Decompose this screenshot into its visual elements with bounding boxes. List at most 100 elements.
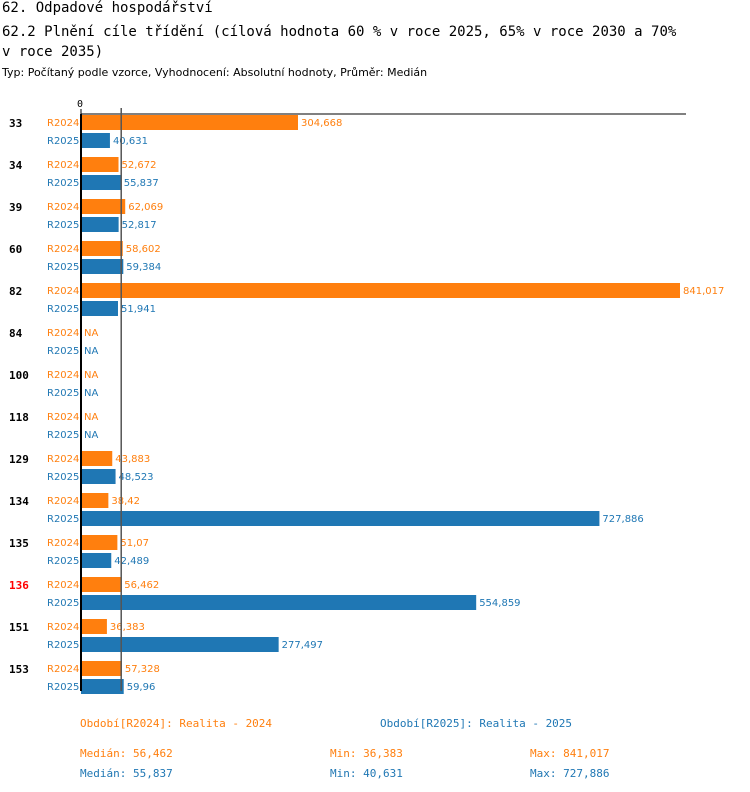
legend-r2025: Období[R2025]: Realita - 2025: [380, 717, 573, 730]
bar-r2025-39: [81, 217, 119, 232]
data-label-r2024-82: 841,017: [683, 286, 724, 297]
stat-r2024-median: Medián: 56,462: [80, 747, 173, 760]
data-label-r2024-60: 58,602: [126, 244, 161, 255]
data-label-r2024-118: NA: [84, 412, 98, 423]
data-label-r2025-134: 727,886: [602, 514, 643, 525]
data-label-r2025-118: NA: [84, 430, 98, 441]
series-label-r2024-60: R2024: [47, 244, 79, 255]
series-label-r2024-136: R2024: [47, 580, 79, 591]
data-label-r2024-151: 36,383: [110, 622, 145, 633]
series-label-r2024-84: R2024: [47, 328, 79, 339]
chart-subtitle-line2: v roce 2035): [2, 44, 104, 60]
series-label-r2025-82: R2025: [47, 304, 79, 315]
bar-r2025-135: [81, 553, 112, 568]
category-label-151: 151: [9, 621, 29, 634]
series-label-r2024-33: R2024: [47, 118, 79, 129]
data-label-r2025-39: 52,817: [122, 220, 157, 231]
data-label-r2024-39: 62,069: [128, 202, 163, 213]
series-label-r2024-129: R2024: [47, 454, 79, 465]
stat-r2025-median: Medián: 55,837: [80, 767, 173, 780]
data-label-r2025-60: 59,384: [126, 262, 161, 273]
category-label-33: 33: [9, 117, 22, 130]
series-label-r2024-39: R2024: [47, 202, 79, 213]
category-label-129: 129: [9, 453, 29, 466]
bar-r2025-136: [81, 595, 477, 610]
data-label-r2025-34: 55,837: [124, 178, 159, 189]
series-label-r2025-33: R2025: [47, 136, 79, 147]
series-label-r2025-84: R2025: [47, 346, 79, 357]
stat-r2025-max: Max: 727,886: [530, 767, 610, 780]
stat-r2024-max: Max: 841,017: [530, 747, 610, 760]
series-label-r2025-135: R2025: [47, 556, 79, 567]
series-label-r2025-151: R2025: [47, 640, 79, 651]
bar-r2024-134: [81, 493, 109, 508]
x-axis-zero-label: 0: [77, 99, 83, 110]
series-label-r2025-118: R2025: [47, 430, 79, 441]
series-label-r2024-134: R2024: [47, 496, 79, 507]
series-label-r2025-39: R2025: [47, 220, 79, 231]
series-label-r2025-153: R2025: [47, 682, 79, 693]
data-label-r2025-100: NA: [84, 388, 98, 399]
bar-r2024-151: [81, 619, 107, 634]
bar-r2024-129: [81, 451, 113, 466]
data-label-r2024-100: NA: [84, 370, 98, 381]
bar-r2024-34: [81, 157, 119, 172]
data-label-r2024-136: 56,462: [124, 580, 159, 591]
series-label-r2025-100: R2025: [47, 388, 79, 399]
bar-r2025-34: [81, 175, 121, 190]
data-label-r2024-153: 57,328: [125, 664, 160, 675]
bar-r2025-33: [81, 133, 110, 148]
bar-r2025-134: [81, 511, 600, 526]
data-label-r2025-82: 51,941: [121, 304, 156, 315]
category-label-39: 39: [9, 201, 22, 214]
data-label-r2024-129: 43,883: [115, 454, 150, 465]
series-label-r2025-134: R2025: [47, 514, 79, 525]
chart-type-info: Typ: Počítaný podle vzorce, Vyhodnocení:…: [2, 66, 428, 79]
bar-r2024-33: [81, 115, 298, 130]
chart-subtitle: 62.2 Plnění cíle třídění (cílová hodnota…: [2, 22, 742, 62]
bar-r2024-153: [81, 661, 122, 676]
series-label-r2025-34: R2025: [47, 178, 79, 189]
chart-subtitle-line1: 62.2 Plnění cíle třídění (cílová hodnota…: [2, 24, 677, 40]
bar-r2025-60: [81, 259, 124, 274]
bar-r2024-82: [81, 283, 680, 298]
series-label-r2024-135: R2024: [47, 538, 79, 549]
series-label-r2025-60: R2025: [47, 262, 79, 273]
category-label-153: 153: [9, 663, 29, 676]
bar-r2025-153: [81, 679, 124, 694]
category-label-134: 134: [9, 495, 29, 508]
series-label-r2024-151: R2024: [47, 622, 79, 633]
bar-r2025-82: [81, 301, 118, 316]
data-label-r2024-33: 304,668: [301, 118, 342, 129]
data-label-r2025-153: 59,96: [127, 682, 156, 693]
bar-r2024-135: [81, 535, 118, 550]
series-label-r2024-82: R2024: [47, 286, 79, 297]
category-label-60: 60: [9, 243, 22, 256]
data-label-r2025-84: NA: [84, 346, 98, 357]
data-label-r2024-135: 51,07: [120, 538, 149, 549]
data-label-r2025-135: 42,489: [114, 556, 149, 567]
page-title: 62. Odpadové hospodářství: [2, 0, 213, 16]
series-label-r2024-34: R2024: [47, 160, 79, 171]
series-label-r2025-129: R2025: [47, 472, 79, 483]
category-label-82: 82: [9, 285, 22, 298]
series-label-r2024-100: R2024: [47, 370, 79, 381]
bar-r2025-151: [81, 637, 279, 652]
category-label-135: 135: [9, 537, 29, 550]
legend-r2024: Období[R2024]: Realita - 2024: [80, 717, 273, 730]
data-label-r2024-34: 52,672: [122, 160, 157, 171]
category-label-84: 84: [9, 327, 23, 340]
bar-r2024-136: [81, 577, 122, 592]
series-label-r2024-153: R2024: [47, 664, 79, 675]
bar-r2024-39: [81, 199, 126, 214]
data-label-r2025-33: 40,631: [113, 136, 148, 147]
data-label-r2024-84: NA: [84, 328, 98, 339]
series-label-r2025-136: R2025: [47, 598, 79, 609]
data-label-r2025-136: 554,859: [479, 598, 520, 609]
data-label-r2025-151: 277,497: [282, 640, 323, 651]
bar-r2025-129: [81, 469, 116, 484]
data-label-r2025-129: 48,523: [119, 472, 154, 483]
stat-r2024-min: Min: 36,383: [330, 747, 403, 760]
category-label-136: 136: [9, 579, 29, 592]
